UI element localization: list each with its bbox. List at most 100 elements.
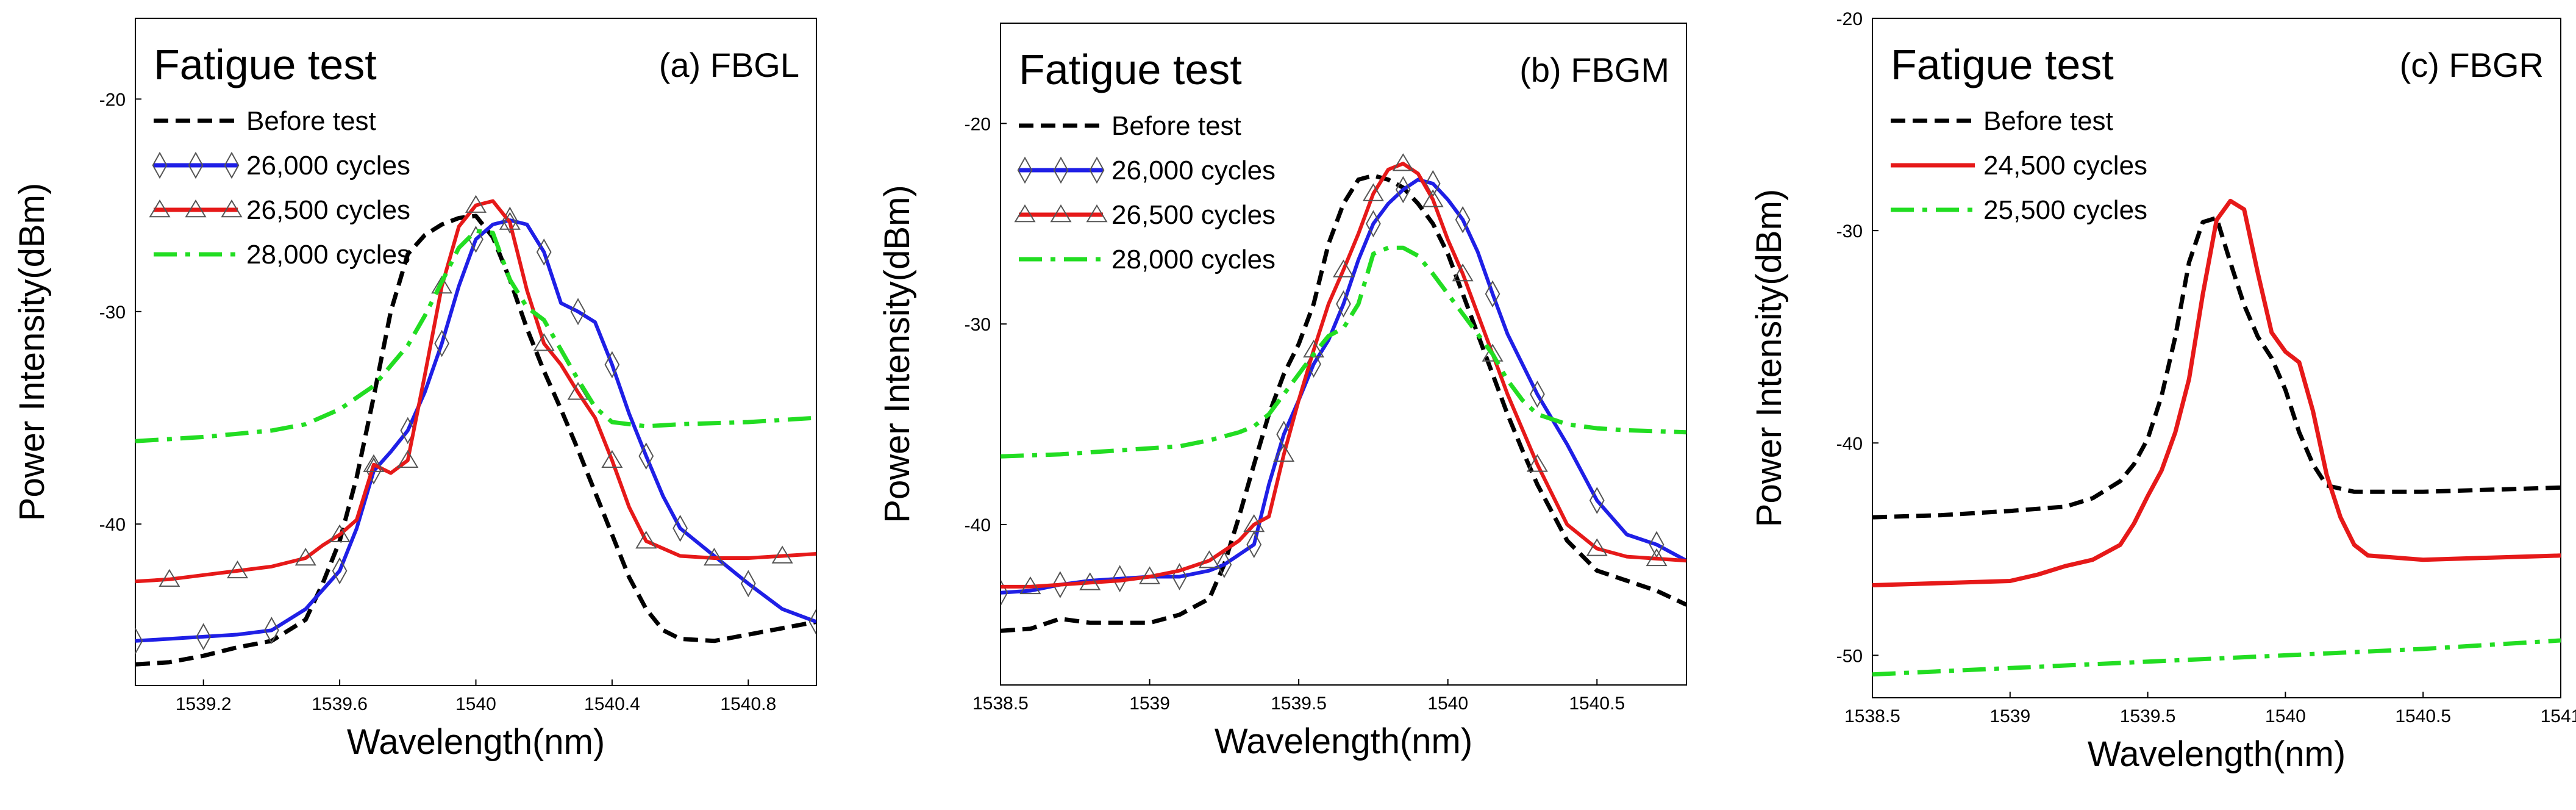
series-line [1872,215,2561,520]
data-point [363,454,385,472]
chart-title: Fatigue test [1019,46,1242,93]
x-tick-label: 1540.5 [1569,694,1625,714]
data-point [329,524,351,542]
data-point [1216,551,1232,579]
x-axis-label: Wavelength(nm) [1215,722,1472,761]
data-point [1455,206,1471,234]
x-tick-label: 1539.5 [1271,694,1327,714]
data-point [1366,210,1381,238]
y-tick-label: -40 [99,515,126,535]
x-tick-label: 1540 [1427,694,1468,714]
y-tick-label: -40 [965,515,991,536]
y-axis-label: Power Intensity(dBm) [12,183,52,521]
legend-label: 28,000 cycles [246,240,410,270]
legend-marker [185,199,207,218]
legend-label: 26,500 cycles [246,195,410,225]
data-point [397,450,419,468]
x-tick-label: 1538.5 [1844,706,1900,726]
data-point [1392,153,1414,171]
plot-frame [135,18,817,686]
y-axis-label: Power Intensity(dBm) [1749,189,1789,527]
y-tick-label: -20 [1836,9,1863,29]
data-point [1482,343,1504,362]
data-point [135,627,143,655]
legend-marker [149,199,171,218]
y-tick-label: -30 [1836,221,1863,242]
plot-frame [1000,23,1687,686]
x-tick-label: 1539 [1989,706,2030,726]
y-tick-label: -30 [99,303,126,323]
data-point [1362,183,1384,201]
legend-label: 26,000 cycles [246,151,410,181]
data-point [1422,189,1444,207]
x-tick-label: 1540.4 [584,694,640,714]
data-point [1112,565,1128,593]
legend-label: 26,500 cycles [1111,200,1276,230]
series-line [1001,245,1686,459]
legend-marker [221,199,243,218]
data-point [1198,550,1220,568]
y-tick-label: -20 [99,90,126,110]
data-point [1243,514,1265,532]
chart-title: Fatigue test [154,41,377,88]
x-tick-label: 1539.2 [176,694,232,714]
series-line [1001,162,1686,589]
data-point [604,351,620,379]
x-tick-label: 1538.5 [972,694,1029,714]
data-point [431,276,453,294]
data-point [1273,443,1295,462]
series-line [135,218,816,643]
data-point [635,531,657,549]
data-point [1332,259,1355,278]
data-point [465,195,487,213]
data-point [227,560,249,579]
data-point [294,548,316,566]
x-tick-label: 1539.6 [312,694,368,714]
panel-label: (c) FBGR [2400,46,2544,84]
legend-marker [1086,204,1108,223]
data-point [673,514,688,542]
legend-label: Before test [246,106,376,136]
data-point [1336,290,1351,318]
x-tick-label: 1540 [2265,706,2306,726]
chart-panel-a: 1539.2 1539.6 1540 1540.4 1540.8 -40 -30 -20 Wav… [12,18,817,762]
legend-label: 28,000 cycles [1111,245,1276,274]
panel-label: (b) FBGM [1519,51,1669,89]
data-point [1646,548,1668,567]
legend-marker [188,151,204,179]
data-point [196,623,212,651]
data-point [1019,576,1041,595]
data-point [601,450,623,468]
data-point [1079,572,1101,590]
x-tick-label: 1541 [2541,706,2576,726]
legend-marker [1017,156,1033,184]
data-point [159,568,180,587]
x-axis-label: Wavelength(nm) [347,722,605,762]
series-line [135,228,816,443]
data-point [1425,170,1441,198]
series-line [1001,177,1686,595]
data-point [1589,487,1605,514]
data-point [499,212,521,230]
data-point [638,442,654,470]
data-point [468,226,483,253]
data-point [533,333,555,351]
data-point [771,545,793,564]
legend-marker [1014,204,1036,223]
x-tick-label: 1540.8 [720,694,776,714]
legend-marker [152,151,168,179]
data-point [1526,454,1548,472]
series-group [1001,153,1686,633]
legend: Before test 26,000 cycles 26,500 cycles 28,… [1014,111,1276,274]
y-tick-label: -30 [965,315,991,335]
legend-marker [1053,156,1069,184]
data-point [434,329,450,357]
data-point [264,617,279,644]
legend-label: Before test [1111,111,1241,141]
series-group [1872,198,2561,677]
y-axis-label: Power Intensity(dBm) [877,185,917,523]
data-point [570,298,586,326]
data-point [740,570,756,598]
data-point [1530,380,1545,408]
